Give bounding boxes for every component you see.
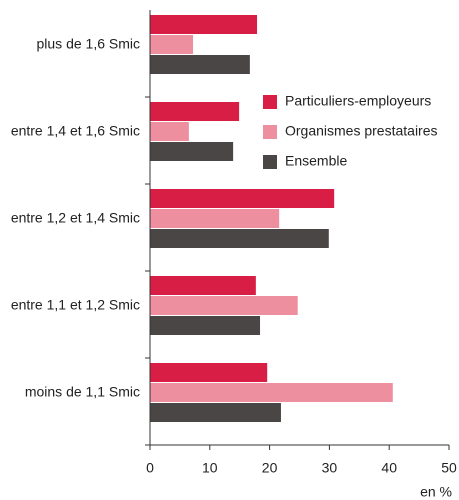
bar [150, 122, 189, 141]
legend-swatch [263, 95, 277, 109]
bar [150, 363, 268, 382]
y-tick-label: plus de 1,6 Smic [37, 36, 141, 52]
bar [150, 403, 281, 422]
x-axis-label: en % [420, 484, 452, 500]
bar [150, 296, 298, 315]
y-tick-label: moins de 1,1 Smic [25, 384, 140, 400]
x-tick-label: 30 [322, 460, 338, 476]
legend-label: Organismes prestataires [285, 123, 438, 139]
x-tick-label: 10 [202, 460, 218, 476]
bar [150, 102, 240, 121]
bar [150, 276, 256, 295]
bar [150, 209, 280, 228]
legend-label: Ensemble [285, 153, 347, 169]
bar [150, 229, 329, 248]
legend-swatch [263, 155, 277, 169]
bar [150, 189, 335, 208]
y-tick-label: entre 1,1 et 1,2 Smic [11, 297, 140, 313]
y-tick-label: entre 1,2 et 1,4 Smic [11, 210, 140, 226]
legend-label: Particuliers-employeurs [285, 93, 431, 109]
y-tick-label: entre 1,4 et 1,6 Smic [11, 123, 140, 139]
bar [150, 316, 261, 335]
x-tick-label: 0 [146, 460, 154, 476]
x-tick-label: 20 [262, 460, 278, 476]
x-tick-label: 50 [441, 460, 457, 476]
legend-swatch [263, 125, 277, 139]
bar [150, 142, 234, 161]
bar [150, 383, 393, 402]
bar [150, 15, 258, 34]
bar [150, 35, 194, 54]
x-tick-label: 40 [381, 460, 397, 476]
bar [150, 55, 250, 74]
